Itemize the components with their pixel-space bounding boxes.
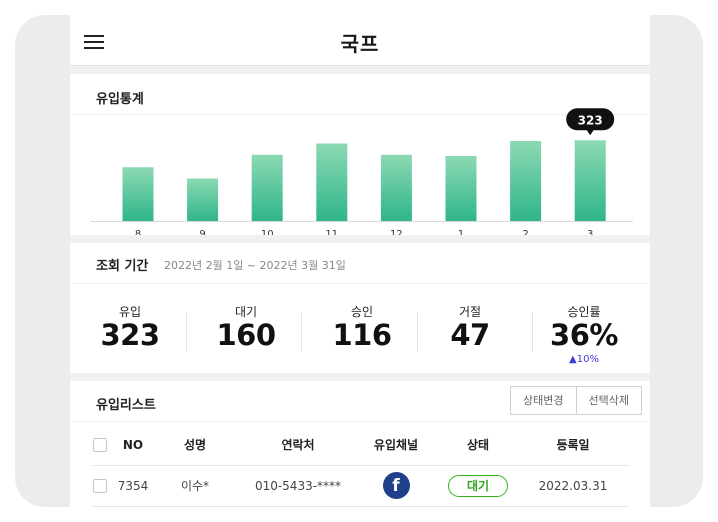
chart-bar[interactable] [316, 143, 348, 222]
stat-label: 거절 [458, 305, 482, 319]
x-tick-label: 2 [522, 229, 528, 235]
divider [70, 114, 650, 115]
row-status: 대기 [443, 466, 513, 506]
app-screen: 국프 유입통계 8 9 10 11 12 1 2 3 323 조회 기간 2022년 2월 1일… [70, 15, 650, 507]
tooltip-value: 323 [578, 113, 603, 127]
chart-bar[interactable] [122, 167, 154, 221]
stat-value: 47 [450, 318, 490, 352]
row-date: 2022.03.31 [538, 479, 608, 493]
table-row[interactable]: 7354 이수* 010-5433-**** f 대기 2022.03.31 [93, 466, 629, 507]
app-header: 국프 [70, 15, 650, 66]
period-range[interactable]: 2022년 2월 1일 ~ 2022년 3월 31일 [164, 259, 346, 272]
stat-value: 36% [550, 318, 618, 352]
stat-separator [186, 312, 187, 352]
inflow-table: NO 성명 연락처 유입채널 상태 등록일 7354 이수* 010-5433-… [93, 425, 629, 507]
stat-value: 116 [332, 318, 392, 352]
stat-label: 대기 [234, 305, 258, 319]
stat-separator [301, 312, 302, 352]
divider [70, 421, 650, 422]
row-phone: 010-5433-**** [254, 479, 342, 493]
period-label: 조회 기간 [96, 259, 149, 274]
chart-bar[interactable] [574, 140, 606, 221]
column-header[interactable]: 성명 [183, 438, 207, 452]
stat-separator [532, 312, 533, 352]
chart-bar[interactable] [445, 156, 477, 221]
stat-label: 승인률 [567, 305, 601, 319]
x-tick-label: 1 [458, 229, 464, 235]
stat-rejected: 거절 47 [412, 284, 528, 373]
x-tick-label: 8 [135, 229, 141, 235]
column-header[interactable]: 유입채널 [373, 438, 419, 452]
stat-approval-rate: 승인률 36% ▲10% [526, 284, 642, 373]
list-actions: 상태변경 선택삭제 [510, 386, 642, 415]
chart-bar[interactable] [251, 154, 283, 221]
chart-bar[interactable] [187, 178, 219, 222]
x-tick-label: 9 [199, 229, 205, 235]
x-tick-label: 12 [390, 229, 403, 235]
app-logo[interactable]: 국프 [340, 32, 380, 56]
inflow-stats-title: 유입통계 [96, 92, 144, 107]
inflow-stats-card: 유입통계 8 9 10 11 12 1 2 3 323 [70, 74, 650, 235]
stat-value: 160 [216, 318, 276, 352]
stat-separator [417, 312, 418, 352]
stat-value: 323 [100, 318, 160, 352]
stat-approved: 승인 116 [304, 284, 420, 373]
chart-bar[interactable] [380, 154, 412, 221]
row-checkbox[interactable] [93, 479, 107, 493]
column-header[interactable]: 상태 [466, 438, 490, 452]
status-badge[interactable]: 대기 [448, 474, 508, 497]
delete-selected-button[interactable]: 선택삭제 [576, 386, 642, 415]
menu-icon[interactable] [84, 35, 104, 49]
column-header[interactable]: NO [122, 438, 144, 452]
status-change-button[interactable]: 상태변경 [510, 386, 577, 415]
select-all-checkbox[interactable] [93, 438, 107, 452]
value-tooltip [566, 108, 615, 131]
table-header: NO 성명 연락처 유입채널 상태 등록일 [93, 425, 629, 466]
row-number: 7354 [117, 479, 149, 493]
period-bar: 조회 기간 2022년 2월 1일 ~ 2022년 3월 31일 [70, 243, 650, 283]
stat-label: 승인 [350, 305, 374, 319]
column-header[interactable]: 연락처 [281, 438, 315, 452]
inflow-list-card: 유입리스트 상태변경 선택삭제 NO 성명 연락처 유입채널 상태 등록일 [70, 381, 650, 507]
x-tick-label: 3 [587, 229, 593, 235]
stat-waiting: 대기 160 [188, 284, 304, 373]
column-header[interactable]: 등록일 [556, 438, 590, 452]
facebook-icon: f [382, 471, 410, 499]
row-channel: f [361, 466, 431, 506]
x-tick-label: 11 [325, 229, 338, 235]
tooltip-pointer [586, 129, 595, 136]
x-tick-label: 10 [261, 229, 274, 235]
device-frame: 국프 유입통계 8 9 10 11 12 1 2 3 323 조회 기간 2022년 2월 1일… [15, 15, 703, 507]
stat-label: 유입 [118, 305, 142, 319]
inflow-list-title: 유입리스트 [96, 398, 156, 413]
summary-stats: 유입 323 대기 160 승인 116 거절 47 승인률 36% ▲ [70, 284, 650, 373]
stat-inflow: 유입 323 [72, 284, 188, 373]
approval-rate-change: ▲10% [569, 354, 599, 365]
row-name: 이수* [180, 479, 210, 493]
chart-bar[interactable] [510, 141, 542, 221]
